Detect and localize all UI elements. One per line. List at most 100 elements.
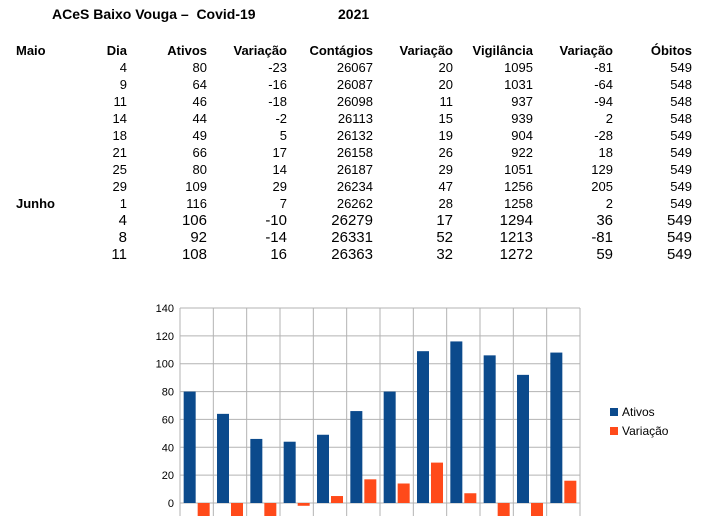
table-cell: 15	[438, 111, 453, 126]
bar-variacao	[331, 496, 343, 503]
data-table: Maio Dia Ativos Variação Contágios Varia…	[0, 42, 692, 263]
y-tick-label: 60	[162, 414, 174, 426]
table-cell: 26158	[336, 145, 373, 160]
table-cell: 549	[670, 162, 692, 177]
table-cell: 18	[598, 145, 613, 160]
table-cell: 80	[192, 162, 207, 177]
table-cell: 26132	[336, 128, 373, 143]
table-header-row: Maio Dia Ativos Variação Contágios Varia…	[0, 42, 692, 59]
legend-label: Variação	[622, 424, 669, 438]
table-cell: -2	[275, 111, 287, 126]
table-row: 4 80 -23 26067 20 1095 -81 549	[0, 59, 692, 76]
table-cell: 29	[272, 179, 287, 194]
table-cell: 28	[438, 196, 453, 211]
table-cell: 26331	[331, 229, 373, 246]
table-cell: 26363	[331, 246, 373, 263]
table-row: 25 80 14 26187 29 1051 129 549	[0, 161, 692, 178]
table-cell: 1095	[504, 60, 533, 75]
year-label: 2021	[338, 6, 370, 22]
table-cell: 1272	[499, 246, 533, 263]
table-cell: -81	[591, 229, 613, 246]
table-cell: 8	[118, 229, 127, 246]
table-cell: -16	[268, 77, 287, 92]
bar-variacao	[297, 503, 310, 506]
month-cell	[0, 93, 70, 110]
table-cell: 1213	[499, 229, 533, 246]
month-cell	[0, 110, 70, 127]
column-header: Vigilância	[472, 43, 533, 58]
table-cell: 109	[185, 179, 207, 194]
table-cell: 1256	[504, 179, 533, 194]
table-cell: 116	[186, 196, 207, 211]
column-header: Variação	[559, 43, 614, 58]
legend-label: Ativos	[622, 405, 655, 419]
table-cell: 92	[190, 229, 207, 246]
table-cell: 64	[192, 77, 207, 92]
table-cell: 25	[112, 162, 127, 177]
bar-ativos	[250, 438, 263, 503]
table-cell: 205	[591, 179, 613, 194]
table-cell: 7	[279, 196, 287, 211]
bar-variacao	[264, 503, 277, 516]
y-tick-label: 140	[156, 303, 174, 315]
month-cell	[0, 161, 70, 178]
table-cell: 549	[670, 196, 692, 211]
table-cell: 29	[438, 162, 453, 177]
table-cell: 19	[438, 128, 453, 143]
table-cell: 2	[605, 111, 613, 126]
table-cell: 1	[119, 196, 127, 211]
month-cell	[0, 127, 70, 144]
table-cell: 26087	[336, 77, 373, 92]
column-header: Óbitos	[650, 43, 692, 58]
table-cell: 26	[438, 145, 453, 160]
bar-ativos	[550, 352, 563, 503]
table-cell: 939	[511, 111, 533, 126]
bar-variacao	[464, 493, 477, 503]
table-cell: -10	[265, 212, 287, 229]
table-cell: 26187	[336, 162, 373, 177]
table-cell: 549	[670, 128, 692, 143]
bar-variacao	[197, 503, 210, 516]
table-cell: 26279	[331, 212, 373, 229]
table-cell: 129	[591, 162, 613, 177]
month-cell	[0, 76, 70, 93]
table-cell: 80	[192, 60, 207, 75]
month-cell	[0, 178, 70, 195]
bar-variacao	[231, 503, 243, 516]
column-header: Maio	[16, 43, 46, 58]
month-cell: Junho	[16, 196, 55, 211]
bar-variacao	[564, 480, 577, 503]
table-cell: 106	[181, 212, 207, 229]
table-row: 29 109 29 26234 47 1256 205 549	[0, 178, 692, 195]
column-header: Contágios	[309, 43, 373, 58]
table-cell: 11	[111, 246, 127, 263]
bar-variacao	[397, 483, 410, 503]
table-cell: 549	[666, 212, 692, 229]
bar-ativos	[283, 441, 296, 503]
table-cell: 17	[436, 212, 453, 229]
legend-swatch	[610, 408, 618, 416]
column-header: Dia	[106, 43, 127, 58]
table-cell: 549	[666, 246, 692, 263]
bar-ativos	[417, 351, 429, 503]
table-cell: 17	[272, 145, 287, 160]
table-cell: -23	[268, 60, 287, 75]
bar-variacao	[364, 479, 377, 503]
table-cell: 26262	[336, 196, 373, 211]
table-cell: 2	[605, 196, 613, 211]
table-cell: 32	[436, 246, 453, 263]
month-cell	[0, 212, 70, 229]
table-row: Junho 1 116 7 26262 28 1258 2 549	[0, 195, 692, 212]
bar-variacao	[531, 503, 543, 516]
bar-chart: 0 20 40 60 80 100 120 140 Ativos Variação	[156, 303, 669, 516]
table-cell: 11	[439, 94, 454, 109]
table-row: 4 106 -10 26279 17 1294 36 549	[0, 212, 692, 229]
table-cell: 26113	[337, 111, 373, 126]
y-tick-label: 120	[156, 331, 174, 343]
table-row: 11 108 16 26363 32 1272 59 549	[0, 246, 692, 263]
table-cell: 548	[670, 94, 692, 109]
column-header: Ativos	[167, 43, 207, 58]
table-cell: -64	[594, 77, 613, 92]
table-cell: 16	[270, 246, 287, 263]
table-cell: 49	[192, 128, 207, 143]
